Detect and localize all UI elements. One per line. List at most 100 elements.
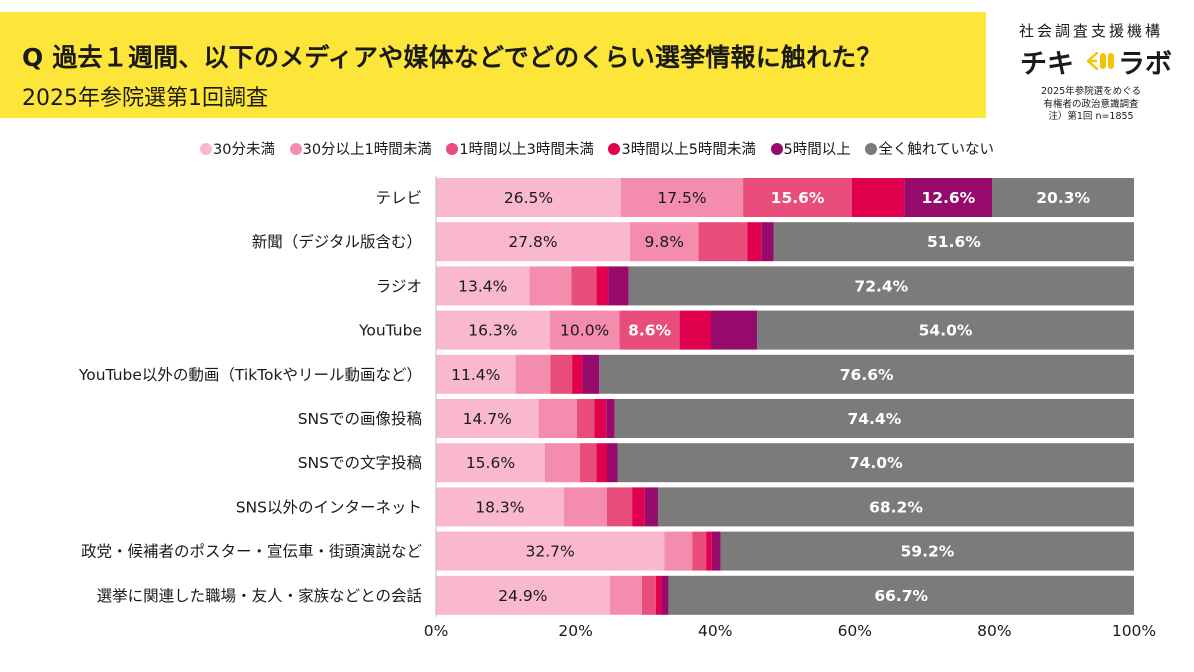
- x-tick-label: 60%: [838, 622, 872, 640]
- legend-item: 3時間以上5時間未満: [608, 138, 756, 159]
- chart-title: Q 過去１週間、以下のメディアや媒体などでどのくらい選挙情報に触れた？: [22, 43, 882, 72]
- bar-segment: [630, 222, 699, 262]
- chart-subtitle: 2025年参院選第1回調査: [22, 86, 268, 111]
- bar-segment: [657, 487, 1134, 527]
- bar-segment: [436, 266, 530, 306]
- brand-org-name: 社会調査支援機構: [1018, 22, 1163, 40]
- data-label: 66.7%: [874, 587, 928, 605]
- title-banner: Q 過去１週間、以下のメディアや媒体などでどのくらい選挙情報に触れた？ 2025…: [0, 12, 986, 118]
- bar-segment: [436, 354, 516, 394]
- legend-label: 全く触れていない: [878, 142, 994, 158]
- bar-segment: [661, 575, 669, 615]
- data-label: 76.6%: [840, 366, 894, 384]
- data-label: 9.8%: [645, 233, 684, 251]
- legend-swatch: [608, 143, 621, 155]
- category-label: ラジオ: [376, 277, 422, 295]
- bar-segment: [743, 178, 853, 217]
- data-label: 15.6%: [466, 454, 515, 472]
- data-label: 10.0%: [560, 322, 609, 340]
- x-tick-label: 100%: [1112, 622, 1156, 640]
- bar-segment: [757, 310, 1134, 350]
- brand-logo-right: ラボ: [1118, 49, 1172, 80]
- data-label: 54.0%: [919, 322, 973, 340]
- bar-segment: [572, 354, 583, 394]
- bar-segment: [668, 575, 1134, 615]
- bar-segment: [608, 266, 629, 306]
- bar-segment: [619, 310, 680, 350]
- legend-item: 30分未満: [200, 138, 275, 159]
- survey-note-line: 2025年参院選をめぐる: [1041, 86, 1141, 97]
- legend-label: 30分以上1時間未満: [302, 142, 432, 158]
- bar-segment: [538, 399, 577, 438]
- legend-label: 5時間以上: [783, 142, 851, 158]
- category-label: SNSでの画像投稿: [298, 410, 422, 428]
- category-label: YouTube: [358, 322, 422, 340]
- brand-logo: チキ ラボ: [1012, 42, 1172, 82]
- category-label: テレビ: [375, 189, 422, 207]
- data-label: 26.5%: [504, 189, 553, 207]
- bar-segment: [594, 399, 607, 438]
- data-label: 24.9%: [498, 587, 547, 605]
- bar-segment: [904, 178, 993, 217]
- bar-segment: [436, 443, 545, 483]
- legend-label: 1時間以上3時間未満: [459, 142, 594, 158]
- legend-item: 30分以上1時間未満: [289, 138, 432, 159]
- bar-segment: [617, 443, 1134, 483]
- bar-segment: [596, 266, 609, 306]
- bar-segment: [571, 266, 597, 306]
- category-label: 政党・候補者のポスター・宣伝車・街頭演説など: [81, 543, 423, 561]
- bar-segment: [563, 487, 608, 527]
- bar-segment: [720, 531, 1134, 571]
- data-label: 59.2%: [901, 543, 955, 561]
- legend-label: 3時間以上5時間未満: [621, 142, 756, 158]
- bar-segment: [576, 399, 595, 438]
- bar-segment: [596, 443, 608, 483]
- bar-segment: [711, 531, 721, 571]
- bar-segment: [628, 266, 1134, 306]
- legend-swatch: [289, 143, 302, 155]
- bar-segment: [747, 222, 762, 262]
- bar-segment: [706, 531, 712, 571]
- x-tick-label: 20%: [558, 622, 592, 640]
- bar-segment: [436, 575, 610, 615]
- legend-swatch: [865, 143, 878, 155]
- data-label: 74.0%: [849, 454, 903, 472]
- category-label: 新聞（デジタル版含む）: [252, 232, 422, 251]
- data-label: 16.3%: [468, 322, 517, 340]
- data-label: 27.8%: [508, 233, 557, 251]
- legend-swatch: [446, 143, 459, 155]
- data-label: 18.3%: [475, 498, 524, 516]
- legend-label: 30分未満: [213, 142, 275, 158]
- brand-logo-left: チキ: [1020, 49, 1074, 80]
- bar-segment: [606, 399, 615, 438]
- legend-item: 1時間以上3時間未満: [446, 138, 594, 159]
- data-label: 8.6%: [628, 322, 671, 340]
- bar-segment: [644, 487, 658, 527]
- bar-segment: [773, 222, 1134, 262]
- bar-segment: [436, 399, 539, 438]
- chart-legend: 30分未満 30分以上1時間未満 1時間以上3時間未満 3時間以上5時間未満 5…: [0, 138, 1194, 159]
- bar-segment: [664, 531, 693, 571]
- legend-item: 全く触れていない: [865, 138, 994, 159]
- data-label: 74.4%: [847, 410, 901, 428]
- survey-note: 2025年参院選をめぐる 有権者の政治意識調査 注）第1回 n=1855: [1016, 86, 1166, 124]
- bar-segment: [679, 310, 712, 350]
- legend-item: 5時間以上: [770, 138, 851, 159]
- category-label: YouTube以外の動画（TikTokやリール動画など）: [78, 366, 422, 384]
- data-label: 11.4%: [451, 366, 500, 384]
- bar-segment: [614, 399, 1134, 438]
- bar-segment: [641, 575, 656, 615]
- bar-segment: [436, 178, 621, 217]
- data-label: 51.6%: [927, 233, 981, 251]
- category-label: 選挙に関連した職場・友人・家族などとの会話: [97, 587, 422, 605]
- bar-segment: [436, 531, 665, 571]
- bar-segment: [692, 531, 707, 571]
- category-label: SNS以外のインターネット: [236, 498, 422, 516]
- data-label: 72.4%: [854, 277, 908, 295]
- bar-segment: [655, 575, 662, 615]
- bar-segment: [852, 178, 905, 217]
- bar-segment: [550, 354, 573, 394]
- data-label: 17.5%: [657, 189, 706, 207]
- x-tick-label: 40%: [698, 622, 732, 640]
- bar-segment: [607, 443, 618, 483]
